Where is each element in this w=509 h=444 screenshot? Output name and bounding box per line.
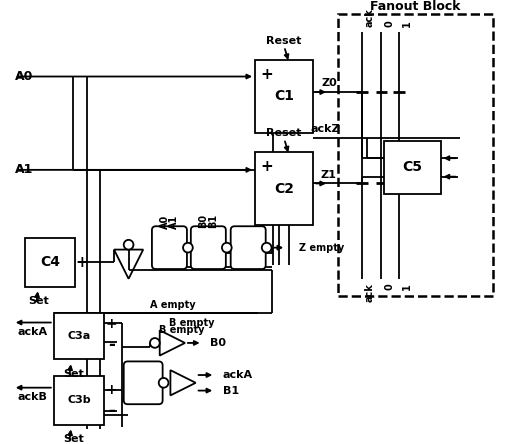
Text: ack: ack <box>364 284 374 302</box>
FancyBboxPatch shape <box>230 226 265 269</box>
Text: B empty: B empty <box>159 325 205 335</box>
Text: B0: B0 <box>198 214 208 229</box>
Text: Z1: Z1 <box>320 170 336 180</box>
Text: +: + <box>260 67 273 82</box>
Bar <box>24 238 75 286</box>
Text: 1: 1 <box>401 284 411 290</box>
Bar <box>53 376 104 424</box>
Text: Set: Set <box>63 434 83 444</box>
Text: C1: C1 <box>274 89 294 103</box>
Text: ackA: ackA <box>17 327 47 337</box>
Text: C3b: C3b <box>67 395 91 405</box>
Text: A0: A0 <box>159 214 169 229</box>
Text: +: + <box>75 255 88 270</box>
Circle shape <box>221 243 231 253</box>
Text: 0: 0 <box>384 284 393 290</box>
Text: Z empty: Z empty <box>298 243 344 253</box>
Text: C5: C5 <box>402 160 421 174</box>
Circle shape <box>261 243 271 253</box>
Text: Set: Set <box>63 369 83 379</box>
Text: -: - <box>107 336 115 354</box>
Text: Reset: Reset <box>266 36 301 46</box>
Text: Set: Set <box>27 296 48 306</box>
Text: +: + <box>260 159 273 174</box>
Text: ackB: ackB <box>17 392 47 402</box>
Text: Fanout Block: Fanout Block <box>370 0 460 13</box>
Text: A0: A0 <box>15 70 33 83</box>
Bar <box>337 14 492 296</box>
Text: ackA: ackA <box>222 370 252 380</box>
Text: C3a: C3a <box>67 331 91 341</box>
Text: Z0: Z0 <box>320 78 336 88</box>
Text: C2: C2 <box>274 182 294 196</box>
Text: Reset: Reset <box>266 128 301 138</box>
FancyBboxPatch shape <box>190 226 225 269</box>
Text: B1: B1 <box>222 385 239 396</box>
Text: B empty: B empty <box>168 318 214 329</box>
Bar <box>254 152 313 225</box>
Circle shape <box>183 243 192 253</box>
Circle shape <box>150 338 159 348</box>
Text: 1: 1 <box>401 20 411 27</box>
Text: B1: B1 <box>208 214 218 229</box>
Circle shape <box>124 240 133 250</box>
Text: A empty: A empty <box>149 300 195 310</box>
Text: +: + <box>105 317 117 332</box>
Bar <box>254 60 313 133</box>
Text: A1: A1 <box>169 214 179 229</box>
FancyBboxPatch shape <box>152 226 187 269</box>
Text: +: + <box>105 383 117 396</box>
Circle shape <box>158 378 168 388</box>
Text: 0: 0 <box>384 20 393 27</box>
Text: C4: C4 <box>40 255 60 269</box>
Bar <box>53 313 104 360</box>
Text: B0: B0 <box>210 338 226 348</box>
Text: ackZ: ackZ <box>309 124 339 134</box>
Text: -: - <box>107 402 115 420</box>
FancyBboxPatch shape <box>124 361 162 404</box>
Text: ack: ack <box>364 8 374 27</box>
Bar <box>384 141 440 194</box>
Text: A1: A1 <box>15 163 33 176</box>
